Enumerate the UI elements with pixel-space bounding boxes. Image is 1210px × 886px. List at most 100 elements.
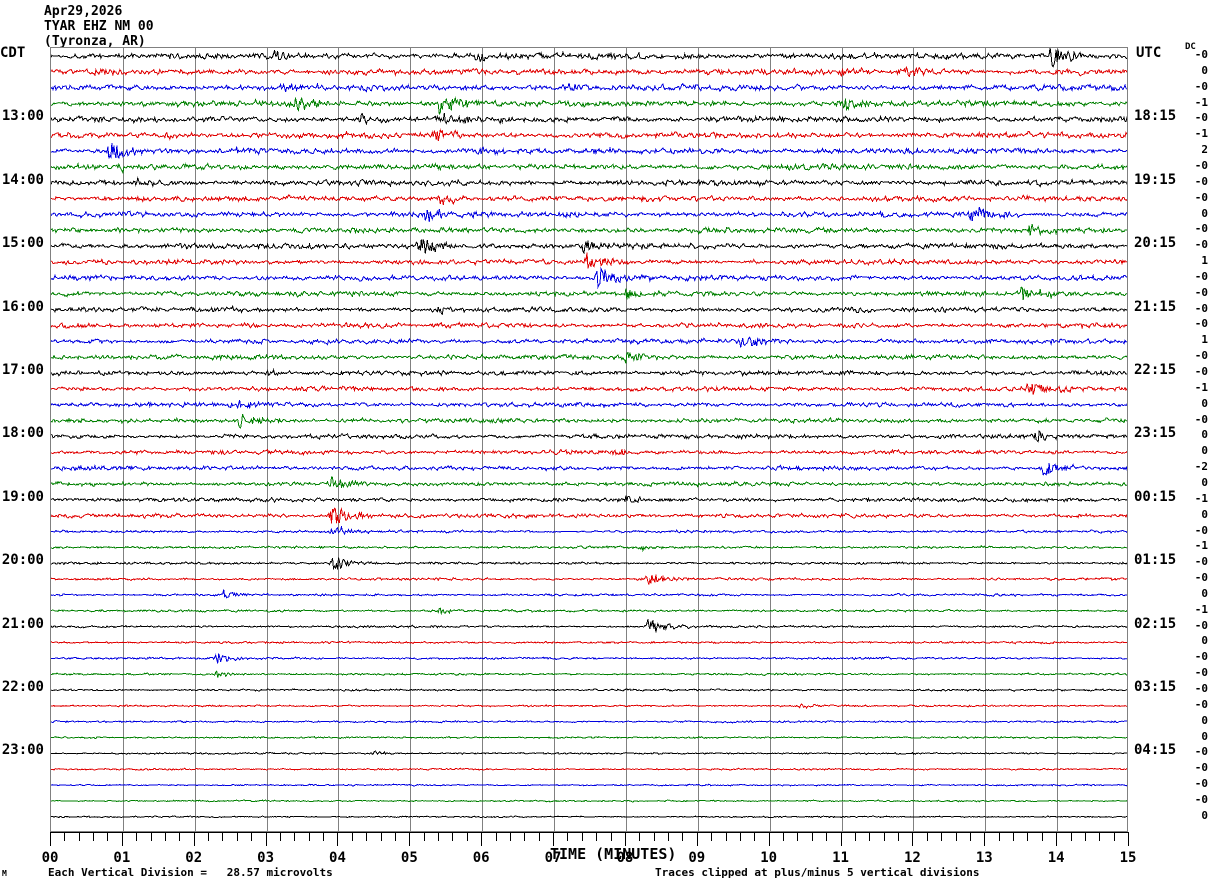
dc-value: 0: [1201, 63, 1208, 77]
minute-tick-label: 07: [544, 850, 562, 866]
seismic-trace: [51, 507, 1127, 524]
right-hour-label: 00:15: [1134, 488, 1177, 505]
seismic-trace: [51, 640, 1127, 645]
seismic-trace: [51, 413, 1127, 429]
seismic-trace: [51, 462, 1127, 476]
minute-tick-label: 15: [1119, 850, 1137, 866]
seismic-trace: [51, 589, 1127, 599]
minute-tick-label: 10: [760, 850, 778, 866]
seismic-trace: [51, 194, 1127, 206]
dc-value: -0: [1194, 190, 1208, 204]
left-hour-label: 14:00: [1, 171, 44, 188]
minute-tick-label: 08: [616, 850, 634, 866]
dc-value: -0: [1194, 697, 1208, 711]
minute-tick-label: 06: [472, 850, 490, 866]
dc-value: -0: [1194, 158, 1208, 172]
dc-value: -2: [1194, 460, 1208, 474]
seismic-trace: [51, 735, 1127, 740]
dc-value: -0: [1194, 365, 1208, 378]
left-hour-label: 22:00: [1, 679, 44, 695]
minute-tick-label: 05: [400, 850, 418, 866]
seismic-trace: [51, 750, 1127, 756]
dc-value: 0: [1201, 428, 1208, 442]
seismic-trace: [51, 799, 1127, 803]
right-hour-label: 19:15: [1134, 171, 1177, 188]
right-hour-label: 21:15: [1134, 298, 1177, 315]
minute-tick-label: 09: [688, 850, 706, 866]
dc-value: -0: [1194, 555, 1208, 569]
dc-value: -0: [1194, 269, 1208, 283]
seismic-trace: [51, 286, 1127, 301]
dc-value: -0: [1194, 79, 1208, 93]
dc-value: 0: [1201, 713, 1208, 727]
dc-value: 0: [1201, 808, 1208, 822]
dc-value: -0: [1194, 285, 1208, 299]
seismic-trace: [51, 525, 1127, 536]
right-hour-label: 22:15: [1134, 362, 1177, 378]
minute-tick-label: 14: [1047, 850, 1065, 866]
header-station-name: (Tyronza, AR): [44, 34, 146, 49]
dc-value: -0: [1194, 222, 1208, 236]
minute-tick-label: 04: [329, 850, 346, 866]
seismic-trace: [51, 321, 1127, 330]
left-hour-label: 16:00: [1, 298, 44, 315]
right-hour-label: 23:15: [1134, 425, 1177, 442]
seismic-trace: [51, 619, 1127, 633]
dc-value: -0: [1194, 317, 1208, 331]
seismic-trace: [51, 669, 1127, 678]
seismic-trace: [51, 574, 1127, 586]
left-hour-label: 15:00: [1, 235, 44, 252]
x-axis-tick-bar: [50, 832, 1129, 848]
left-margin-mark: M: [2, 869, 7, 878]
seismic-trace: [51, 96, 1127, 116]
dc-value: 0: [1201, 634, 1208, 648]
dc-value: 0: [1201, 206, 1208, 220]
dc-value: 1: [1201, 333, 1208, 347]
dc-value: -0: [1194, 682, 1208, 695]
right-hour-label: 01:15: [1134, 552, 1177, 569]
seismic-trace: [51, 207, 1127, 222]
dc-value: -0: [1194, 618, 1208, 632]
minute-tick-label: 02: [185, 850, 203, 866]
seismic-trace: [51, 252, 1127, 269]
dc-column-header: DC: [1185, 42, 1196, 52]
seismic-trace: [51, 224, 1127, 237]
minute-tick-label: 13: [975, 850, 993, 866]
dc-value: -0: [1194, 666, 1208, 680]
dc-value: -0: [1194, 349, 1208, 363]
seismic-trace: [51, 304, 1127, 316]
seismic-trace: [51, 113, 1127, 126]
dc-value: 0: [1201, 586, 1208, 600]
left-hour-label: 19:00: [1, 488, 44, 505]
dc-value: 0: [1201, 507, 1208, 521]
right-hour-label: 03:15: [1134, 679, 1177, 695]
dc-value: -1: [1194, 95, 1208, 109]
seismic-trace: [51, 400, 1127, 410]
right-hour-label: 02:15: [1134, 615, 1177, 632]
dc-value: -0: [1194, 48, 1208, 61]
seismic-trace: [51, 476, 1127, 489]
dc-value: 0: [1201, 475, 1208, 489]
seismic-trace: [51, 239, 1127, 255]
left-hour-label: 13:00: [1, 108, 44, 125]
minute-tick-label: 03: [257, 850, 275, 866]
left-hour-label: 23:00: [1, 742, 44, 759]
dc-value: -0: [1194, 777, 1208, 791]
right-hour-label: 18:15: [1134, 108, 1177, 125]
dc-value: -0: [1194, 174, 1208, 188]
seismic-trace: [51, 448, 1127, 457]
seismic-trace: [51, 607, 1127, 616]
seismic-trace: [51, 767, 1127, 771]
minute-tick-label: 00: [41, 850, 59, 866]
right-hour-label: 04:15: [1134, 742, 1177, 759]
left-hour-label: 21:00: [1, 615, 44, 632]
dc-value: -1: [1194, 491, 1208, 505]
seismic-trace: [51, 720, 1127, 724]
dc-value: -0: [1194, 571, 1208, 585]
seismic-trace: [51, 495, 1127, 504]
dc-value: -0: [1194, 523, 1208, 537]
seismic-trace: [51, 783, 1127, 787]
dc-value: 0: [1201, 396, 1208, 410]
dc-value: -1: [1194, 539, 1208, 553]
header-date: Apr29,2026: [44, 4, 123, 19]
